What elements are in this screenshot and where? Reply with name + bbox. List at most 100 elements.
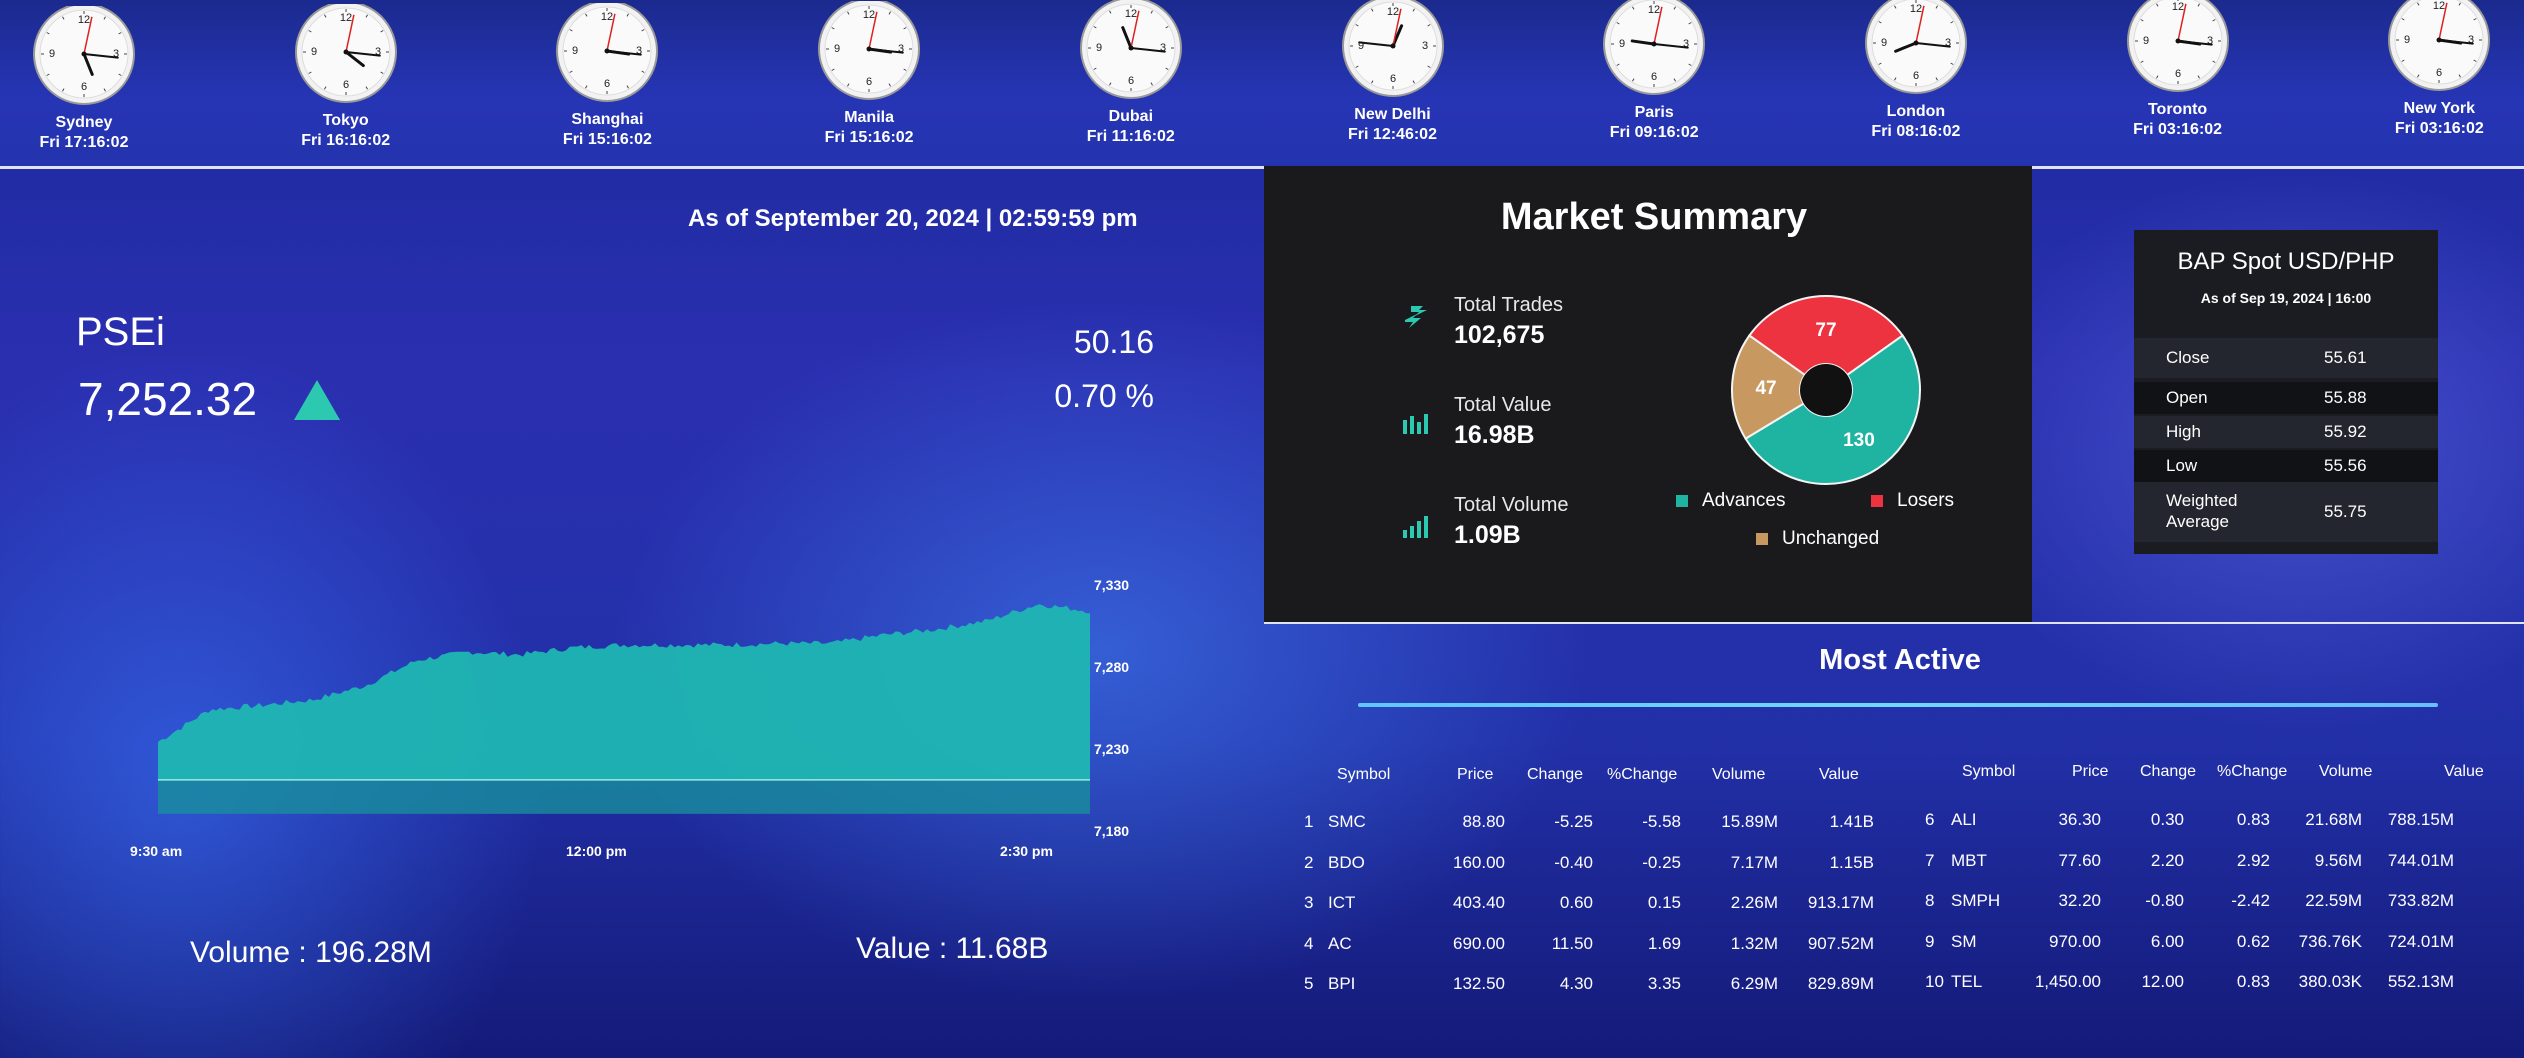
bap-row-label: Close bbox=[2166, 348, 2210, 367]
total-value-label: Total Value bbox=[1454, 394, 1552, 416]
analog-clock-icon: 12 3 6 9 bbox=[1864, 0, 1967, 94]
cell-price: 77.60 bbox=[2058, 850, 2101, 870]
second-hand bbox=[606, 13, 617, 51]
analog-clock-icon: 12 3 6 9 bbox=[2126, 0, 2229, 93]
minute-hand bbox=[344, 51, 381, 58]
cell-change: 6.00 bbox=[2150, 931, 2184, 951]
clock-numeral: 12 bbox=[1910, 3, 1922, 15]
total-trades-stat: Total Trades 102,675 bbox=[1454, 294, 1563, 350]
hour-hand bbox=[344, 50, 365, 68]
clock-numeral: 6 bbox=[1389, 73, 1395, 85]
cell-price: 36.30 bbox=[2058, 810, 2101, 829]
clock-numeral: 12 bbox=[340, 12, 352, 24]
cell-symbol: AC bbox=[1328, 933, 1352, 953]
clock-time-label: Fri 15:16:02 bbox=[562, 130, 652, 148]
clock-numeral: 3 bbox=[2468, 34, 2474, 46]
bap-row-low: Low 55.56 bbox=[2134, 450, 2438, 482]
hour-hand bbox=[1630, 39, 1656, 46]
clock-numeral: 3 bbox=[113, 48, 119, 60]
cell-change: 2.20 bbox=[2150, 850, 2184, 870]
cell-price: 160.00 bbox=[1453, 852, 1505, 872]
column-header-symbol: Symbol bbox=[1337, 766, 1391, 783]
clock-numeral: 9 bbox=[1096, 42, 1102, 54]
cell-volume: 15.89M bbox=[1721, 812, 1778, 831]
clock-time-label: Fri 11:16:02 bbox=[1086, 127, 1175, 145]
cell-change: 0.60 bbox=[1559, 893, 1593, 912]
cell-value: 552.13M bbox=[2387, 972, 2454, 991]
x-tick-label: 2:30 pm bbox=[1000, 843, 1053, 859]
clock-numeral: 6 bbox=[1651, 71, 1657, 83]
clock-numeral: 6 bbox=[1128, 75, 1134, 87]
clock-numeral: 6 bbox=[2175, 68, 2181, 80]
clock-numeral: 12 bbox=[1648, 4, 1660, 16]
legend-losers-swatch bbox=[1871, 494, 1883, 507]
clock-numeral: 6 bbox=[866, 76, 872, 88]
hour-hand bbox=[1121, 25, 1133, 50]
minute-hand bbox=[2176, 40, 2213, 46]
second-hand bbox=[868, 11, 878, 50]
clock-time-label: Fri 17:16:02 bbox=[39, 134, 129, 151]
column-header-pct-change: %Change bbox=[1607, 766, 1678, 783]
psei-intraday-chart: 7,330 7,280 7,230 7,180 9:30 am 12:00 pm 2:30 … bbox=[130, 577, 1129, 859]
clock-numeral: 6 bbox=[2436, 67, 2442, 79]
cell-value: 907.52M bbox=[1807, 933, 1874, 953]
cell-change: -5.25 bbox=[1554, 812, 1593, 831]
clock-new-delhi: 12 3 6 9 New Delhi Fri 12:46:02 bbox=[1303, 0, 1483, 144]
clock-time-label: Fri 03:16:02 bbox=[2133, 121, 2223, 139]
cell-symbol: TEL bbox=[1951, 972, 1983, 991]
bap-as-of: As of Sep 19, 2024 | 16:00 bbox=[2200, 290, 2372, 306]
clock-numeral: 3 bbox=[636, 45, 642, 57]
minute-hand bbox=[606, 49, 643, 56]
x-tick-label: 12:00 pm bbox=[566, 843, 627, 859]
cell-symbol: ALI bbox=[1951, 810, 1977, 829]
clock-time-label: Fri 12:46:02 bbox=[1348, 126, 1437, 143]
bap-row-value: 55.92 bbox=[2324, 422, 2367, 441]
total-value-stat: Total Value 16.98B bbox=[1454, 394, 1551, 450]
cell-pct: -5.58 bbox=[1642, 812, 1681, 831]
total-trades-value: 102,675 bbox=[1454, 321, 1545, 349]
clock-sydney: 12 3 6 9 Sydney Fri 17:16:02 bbox=[0, 6, 174, 152]
cell-rank: 6 bbox=[1925, 810, 1935, 829]
cell-value: 744.01M bbox=[2387, 850, 2454, 870]
most-active-divider bbox=[1264, 622, 2524, 624]
clock-numeral: 3 bbox=[375, 46, 381, 58]
cell-symbol: ICT bbox=[1328, 893, 1356, 912]
advances-losers-pie: 77 130 47 bbox=[1731, 295, 1921, 485]
bap-row-value: 55.75 bbox=[2324, 502, 2367, 521]
total-volume-label: Total Volume bbox=[1454, 494, 1569, 516]
cell-symbol: SMPH bbox=[1951, 891, 2001, 910]
cell-pct: 1.69 bbox=[1647, 933, 1681, 953]
legend-advances-label: Advances bbox=[1702, 490, 1786, 511]
y-tick-label: 7,230 bbox=[1094, 741, 1129, 757]
value-bars-icon bbox=[1403, 414, 1428, 434]
clock-numeral: 9 bbox=[572, 45, 578, 57]
second-hand bbox=[2438, 2, 2448, 40]
index-name: PSEi bbox=[76, 310, 165, 354]
legend-unchanged: Unchanged bbox=[1756, 528, 1879, 550]
cell-volume: 1.32M bbox=[1730, 933, 1778, 953]
cell-change: 0.30 bbox=[2150, 810, 2184, 829]
column-header-price: Price bbox=[1457, 766, 1494, 783]
cell-price: 970.00 bbox=[2049, 931, 2101, 951]
clock-toronto: 12 3 6 9 Toronto Fri 03:16:02 bbox=[2088, 0, 2268, 139]
second-hand bbox=[1130, 10, 1140, 48]
trades-icon bbox=[1405, 306, 1427, 328]
clock-numeral: 3 bbox=[1683, 38, 1689, 50]
legend-advances: Advances bbox=[1676, 490, 1785, 512]
cell-rank: 8 bbox=[1925, 891, 1935, 910]
legend-unchanged-label: Unchanged bbox=[1782, 528, 1880, 549]
clock-numeral: 12 bbox=[2171, 1, 2183, 13]
clock-time-label: Fri 03:16:02 bbox=[2394, 119, 2484, 137]
cell-value: 733.82M bbox=[2387, 891, 2454, 910]
clock-numeral: 3 bbox=[898, 43, 904, 55]
cell-pct: 0.62 bbox=[2236, 931, 2270, 951]
clock-numeral: 9 bbox=[49, 48, 55, 60]
bap-row-close: Close 55.61 bbox=[2134, 338, 2438, 378]
cell-pct: -0.25 bbox=[1642, 852, 1681, 872]
minute-hand bbox=[1357, 41, 1394, 47]
clock-dubai: 12 3 6 9 Dubai Fri 11:16:02 bbox=[1041, 0, 1221, 146]
cell-symbol: BDO bbox=[1328, 852, 1365, 872]
y-tick-label: 7,330 bbox=[1094, 577, 1129, 593]
cell-change: -0.80 bbox=[2145, 891, 2184, 910]
column-header-change: Change bbox=[1527, 766, 1584, 783]
